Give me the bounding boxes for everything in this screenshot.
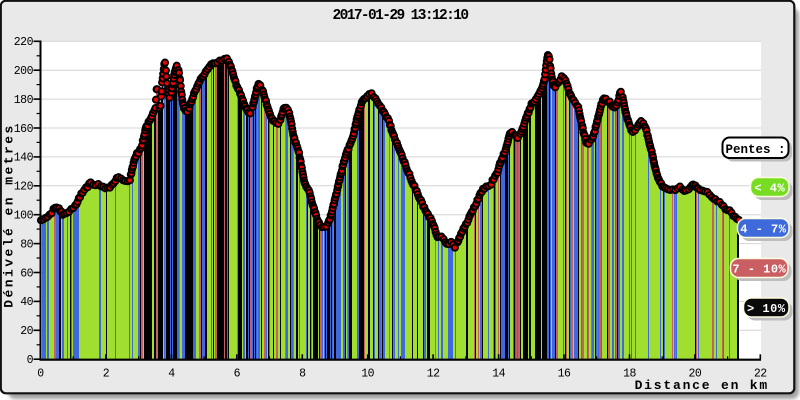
svg-text:40: 40 bbox=[20, 296, 33, 309]
svg-text:0: 0 bbox=[27, 354, 34, 367]
svg-text:4 - 7%: 4 - 7% bbox=[740, 223, 787, 237]
svg-text:6: 6 bbox=[234, 367, 241, 380]
svg-text:180: 180 bbox=[14, 94, 34, 107]
svg-text:0: 0 bbox=[37, 367, 44, 380]
svg-text:220: 220 bbox=[14, 36, 34, 49]
svg-text:2: 2 bbox=[103, 367, 110, 380]
svg-text:100: 100 bbox=[14, 210, 34, 223]
svg-text:Distance en km: Distance en km bbox=[635, 378, 769, 393]
svg-text:2017-01-29 13:12:10: 2017-01-29 13:12:10 bbox=[333, 8, 469, 24]
svg-text:120: 120 bbox=[14, 181, 34, 194]
svg-text:4: 4 bbox=[168, 367, 175, 380]
svg-text:60: 60 bbox=[20, 267, 33, 280]
svg-text:200: 200 bbox=[14, 65, 34, 78]
svg-text:> 10%: > 10% bbox=[747, 302, 786, 316]
svg-text:10: 10 bbox=[361, 367, 374, 380]
svg-text:80: 80 bbox=[20, 238, 33, 251]
svg-text:14: 14 bbox=[492, 367, 505, 380]
svg-text:18: 18 bbox=[623, 367, 636, 380]
svg-text:8: 8 bbox=[299, 367, 306, 380]
svg-text:22: 22 bbox=[754, 367, 767, 380]
svg-text:Dénivelé en metres: Dénivelé en metres bbox=[2, 123, 17, 308]
svg-text:16: 16 bbox=[558, 367, 571, 380]
svg-text:Pentes :: Pentes : bbox=[725, 143, 785, 157]
svg-text:140: 140 bbox=[14, 152, 34, 165]
svg-text:< 4%: < 4% bbox=[754, 182, 785, 196]
svg-text:12: 12 bbox=[427, 367, 440, 380]
svg-text:20: 20 bbox=[20, 325, 33, 338]
svg-text:7 - 10%: 7 - 10% bbox=[732, 263, 786, 277]
svg-text:20: 20 bbox=[688, 367, 701, 380]
svg-text:160: 160 bbox=[14, 123, 34, 136]
